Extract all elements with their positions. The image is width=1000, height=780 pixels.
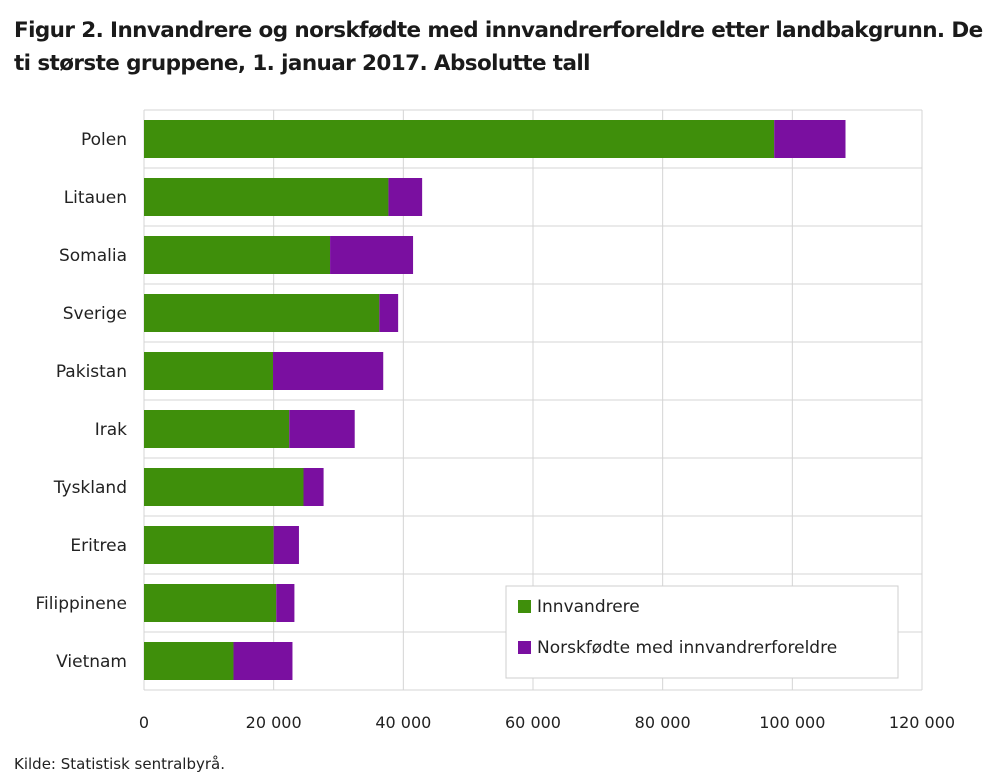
x-tick-label: 100 000: [759, 713, 825, 732]
category-label: Pakistan: [56, 362, 127, 382]
category-label: Eritrea: [70, 536, 127, 556]
category-labels: Polen Litauen Somalia Sverige Pakistan Irak Ty…: [36, 130, 128, 672]
legend-label: Innvandrere: [537, 597, 640, 617]
bar-innvandrere-vietnam: [144, 642, 234, 680]
category-label: Litauen: [64, 188, 127, 208]
category-label: Tyskland: [53, 478, 127, 498]
category-label: Polen: [81, 130, 127, 150]
category-label: Vietnam: [56, 652, 127, 672]
bar-innvandrere-litauen: [144, 178, 389, 216]
chart-title: Figur 2. Innvandrere og norskfødte med i…: [14, 18, 983, 76]
bar-innvandrere-pakistan: [144, 352, 274, 390]
legend: Innvandrere Norskfødte med innvandrerfore…: [505, 585, 899, 679]
x-tick-label: 20 000: [246, 713, 302, 732]
source-note: Kilde: Statistisk sentralbyrå.: [14, 755, 226, 773]
bar-innvandrere-somalia: [144, 236, 331, 274]
bar-norskfodte-polen: [774, 120, 846, 158]
bar-innvandrere-irak: [144, 410, 290, 448]
x-tick-label: 60 000: [505, 713, 561, 732]
bar-innvandrere-sverige: [144, 294, 380, 332]
bar-innvandrere-polen: [144, 120, 775, 158]
bar-norskfodte-tyskland: [303, 468, 324, 506]
x-tick-label: 40 000: [375, 713, 431, 732]
legend-label: Norskfødte med innvandrerforeldre: [537, 638, 837, 658]
bar-innvandrere-eritrea: [144, 526, 274, 564]
category-label: Somalia: [59, 246, 127, 266]
legend-swatch: [518, 600, 531, 613]
category-label: Filippinene: [36, 594, 127, 614]
bar-innvandrere-tyskland: [144, 468, 304, 506]
bar-norskfodte-litauen: [388, 178, 423, 216]
category-label: Irak: [95, 420, 127, 440]
bar-norskfodte-irak: [289, 410, 355, 448]
bar-norskfodte-filippinene: [276, 584, 295, 622]
x-tick-label: 0: [139, 713, 149, 732]
bar-norskfodte-vietnam: [233, 642, 293, 680]
legend-box: [505, 585, 899, 679]
bar-norskfodte-somalia: [330, 236, 414, 274]
bar-norskfodte-eritrea: [273, 526, 299, 564]
x-tick-label: 80 000: [635, 713, 691, 732]
bars: [144, 120, 846, 680]
legend-swatch: [518, 641, 531, 654]
bar-norskfodte-sverige: [379, 294, 399, 332]
x-tick-label: 120 000: [889, 713, 955, 732]
bar-norskfodte-pakistan: [273, 352, 384, 390]
x-tick-labels: 0 20 000 40 000 60 000 80 000 100 000 120 000: [139, 713, 955, 732]
bar-innvandrere-filippinene: [144, 584, 277, 622]
category-label: Sverige: [63, 304, 127, 324]
